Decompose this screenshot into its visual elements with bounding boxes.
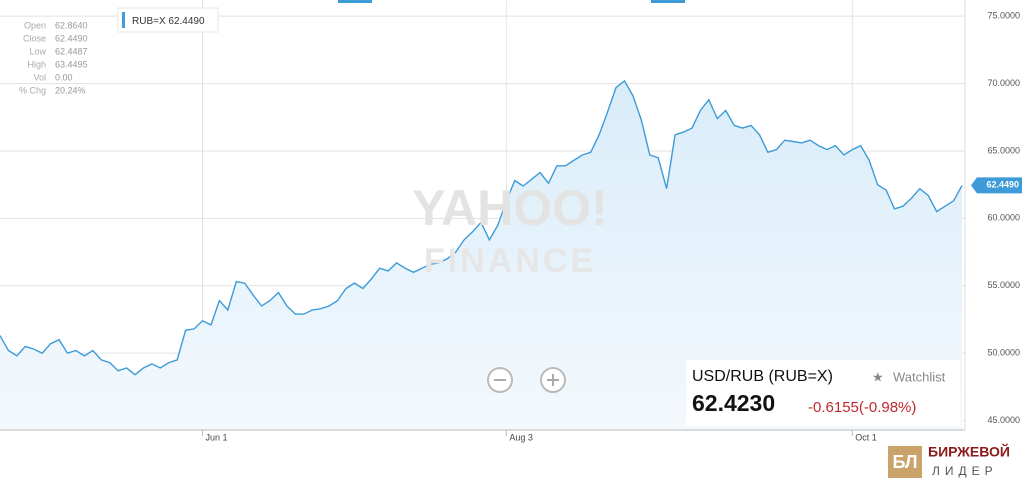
y-tick-label: 75.0000 — [987, 11, 1020, 21]
legend-name: RUB=X — [132, 16, 166, 27]
ohlc-label: Close — [23, 33, 46, 43]
quote-name: USD/RUB (RUB=X) — [692, 368, 833, 385]
y-tick-label: 70.0000 — [987, 78, 1020, 88]
ohlc-value: 0.00 — [55, 72, 73, 82]
y-tick-label: 65.0000 — [987, 145, 1020, 155]
y-tick-label: 55.0000 — [987, 280, 1020, 290]
ohlc-label: % Chg — [19, 85, 46, 95]
legend-label: RUB=X 62.4490 — [132, 16, 205, 27]
quote-price: 62.4230 — [692, 390, 775, 416]
y-tick-label: 60.0000 — [987, 213, 1020, 223]
logo-line1: БИРЖЕВОЙ — [928, 443, 1010, 460]
watchlist-star[interactable]: ★ — [872, 369, 884, 384]
ohlc-value: 62.8640 — [55, 20, 88, 30]
quote-box — [686, 360, 960, 426]
y-tick-label: 50.0000 — [987, 348, 1020, 358]
logo: БЛ БИРЖЕВОЙ ЛИДЕР — [888, 443, 1010, 478]
last-value-badge — [971, 177, 1022, 194]
tab[interactable] — [338, 0, 372, 3]
ohlc-label: Open — [24, 20, 46, 30]
legend-swatch — [122, 12, 125, 28]
line — [0, 79, 963, 376]
zoom-in[interactable] — [540, 367, 566, 393]
x-tick-label: Jun 1 — [206, 432, 228, 442]
area — [0, 80, 962, 431]
ohlc-label: High — [27, 59, 46, 69]
x-tick-label: Oct 1 — [855, 432, 877, 442]
legend — [117, 7, 219, 33]
ohlc-label: Low — [29, 46, 46, 56]
ohlc-value: 20.24% — [55, 85, 86, 95]
quote-change: -0.6155(-0.98%) — [808, 399, 916, 416]
logo-mark-bg — [888, 446, 922, 478]
watchlist[interactable]: Watchlist — [893, 369, 946, 384]
ohlc-value: 62.4490 — [55, 33, 88, 43]
x-tick-label: Aug 3 — [509, 432, 533, 442]
logo-line2: ЛИДЕР — [932, 464, 998, 478]
ohlc-label: Vol — [33, 72, 46, 82]
ohlc-value: 63.4495 — [55, 59, 88, 69]
logo-mark: БЛ — [892, 452, 917, 472]
y-tick-label: 45.0000 — [987, 415, 1020, 425]
watermark: FINANCE — [424, 242, 596, 280]
tab[interactable] — [651, 0, 685, 3]
legend-value: 62.4490 — [168, 16, 205, 27]
ohlc-value: 62.4487 — [55, 46, 88, 56]
last-value-label: 62.4490 — [986, 180, 1019, 190]
watermark: YAHOO! — [412, 180, 607, 236]
zoom-out[interactable] — [487, 367, 513, 393]
